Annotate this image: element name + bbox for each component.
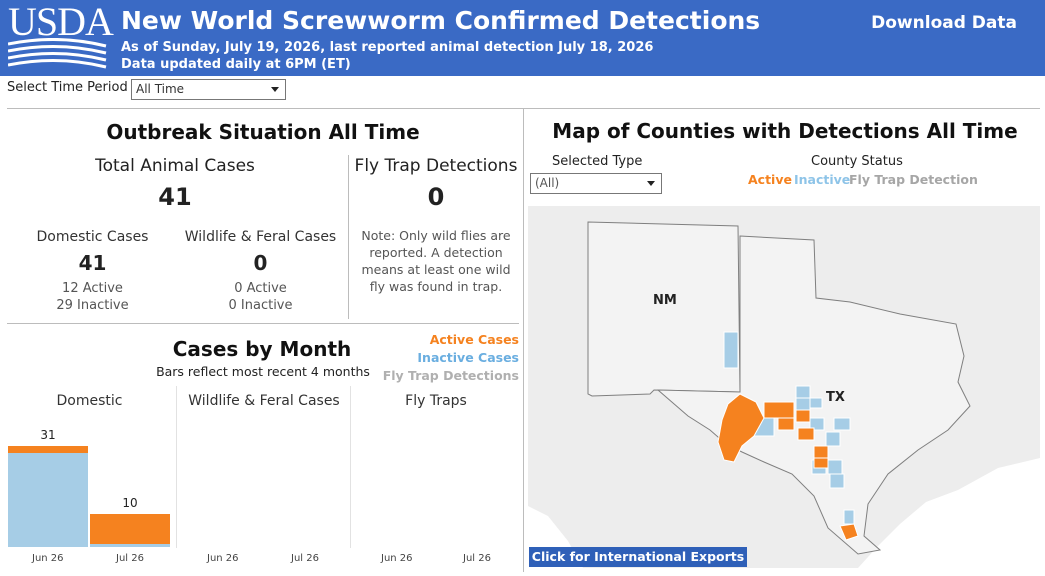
legend-active-cases: Active Cases [429, 332, 519, 347]
summary-title: Outbreak Situation All Time [106, 120, 420, 144]
divider [523, 108, 524, 572]
panel-title-domestic: Domestic [56, 393, 123, 409]
panel-title-wildlife: Wildlife & Feral Cases [188, 393, 340, 409]
divider [7, 323, 519, 324]
bar-active-0[interactable] [8, 446, 88, 453]
x-tick-label: Jul 26 [116, 553, 144, 564]
county-map[interactable]: NM TX [528, 206, 1040, 568]
as-of-date-text: As of Sunday, July 19, 2026, last report… [121, 40, 654, 55]
active-counties [717, 393, 859, 541]
divider [176, 386, 177, 548]
domestic-active-count: 12 Active [62, 281, 123, 296]
usda-logo: USDA [8, 2, 114, 72]
x-tick-label: Jul 26 [463, 553, 491, 564]
update-schedule-text: Data updated daily at 6PM (ET) [121, 57, 351, 72]
selected-type-dropdown[interactable]: (All) [530, 173, 662, 194]
bar-total-label: 10 [122, 496, 138, 511]
x-tick-label: Jun 26 [381, 553, 413, 564]
total-cases-label: Total Animal Cases [95, 156, 255, 176]
fly-trap-label: Fly Trap Detections [354, 156, 518, 176]
legend-inactive-cases: Inactive Cases [417, 350, 519, 365]
status-legend-active: Active [748, 172, 792, 187]
chevron-down-icon [271, 87, 279, 92]
download-data-button[interactable]: Download Data [871, 13, 1017, 33]
gulf-of-mexico-area [858, 458, 1040, 568]
bar-inactive-1[interactable] [90, 543, 170, 547]
header-banner: USDA New World Screwworm Confirmed Detec… [0, 0, 1045, 76]
cases-by-month-title: Cases by Month [7, 337, 519, 361]
usda-logo-hills-icon [8, 38, 107, 69]
state-label-tx: TX [826, 390, 845, 405]
selected-type-label: Selected Type [552, 154, 643, 169]
time-period-label: Select Time Period [7, 80, 128, 95]
bar-inactive-0[interactable] [8, 452, 88, 547]
cases-by-month-title-text: Cases by Month [172, 337, 352, 361]
panel-title-fly-traps: Fly Traps [405, 393, 467, 409]
legend-fly-trap-detections: Fly Trap Detections [382, 368, 519, 383]
fly-trap-value: 0 [427, 183, 445, 211]
total-cases-value: 41 [158, 183, 192, 211]
fly-trap-note: Note: Only wild flies are reported. A de… [361, 228, 511, 294]
map-canvas: NM TX [528, 206, 1040, 568]
domestic-inactive-count: 29 Inactive [56, 298, 129, 313]
divider [348, 155, 349, 319]
bar-active-1[interactable] [90, 514, 170, 544]
wildlife-cases-label: Wildlife & Feral Cases [184, 229, 337, 245]
time-period-dropdown[interactable]: All Time [131, 79, 286, 100]
page-title: New World Screwworm Confirmed Detections [121, 6, 761, 35]
chevron-down-icon [647, 181, 655, 186]
international-exports-button[interactable]: Click for International Exports [529, 547, 747, 567]
cases-by-month-subtitle: Bars reflect most recent 4 months [156, 364, 370, 379]
selected-type-value: (All) [535, 176, 560, 190]
x-tick-label: Jun 26 [32, 553, 64, 564]
wildlife-cases-value: 0 [253, 251, 268, 275]
wildlife-active-count: 0 Active [234, 281, 287, 296]
county-status-label: County Status [811, 154, 903, 169]
texas-outline [656, 235, 971, 555]
status-legend-inactive: Inactive [794, 172, 851, 187]
x-tick-label: Jun 26 [207, 553, 239, 564]
map-title: Map of Counties with Detections All Time [552, 119, 1018, 143]
state-label-nm: NM [653, 293, 677, 308]
bar-total-label: 31 [40, 428, 56, 442]
status-legend-fly-trap: Fly Trap Detection [849, 172, 978, 187]
x-tick-label: Jul 26 [291, 553, 319, 564]
time-period-value: All Time [136, 82, 185, 96]
domestic-cases-value: 41 [78, 251, 107, 275]
domestic-cases-label: Domestic Cases [36, 229, 149, 245]
new-mexico-outline [587, 221, 741, 397]
wildlife-inactive-count: 0 Inactive [228, 298, 293, 313]
divider [350, 386, 351, 548]
usda-logo-text: USDA [8, 0, 114, 44]
